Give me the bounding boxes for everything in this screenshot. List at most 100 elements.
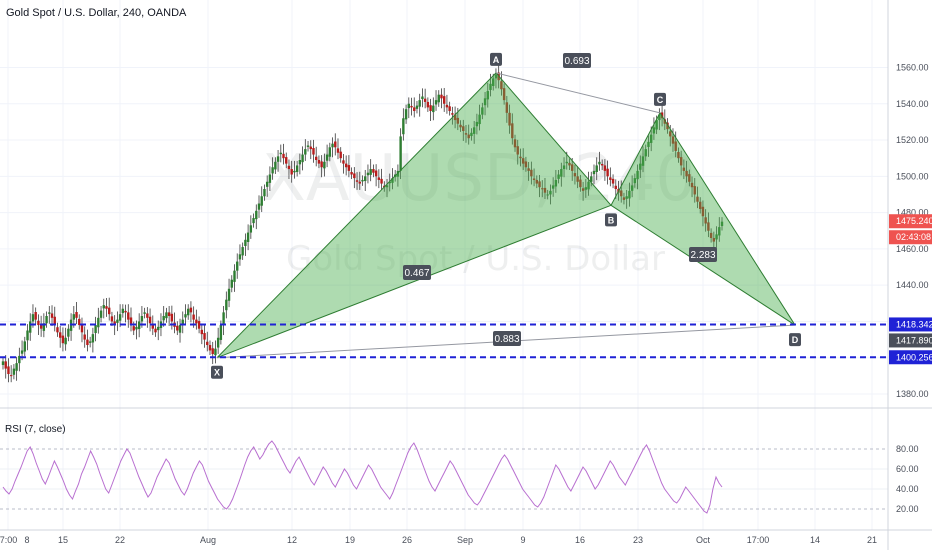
candle-body: [108, 307, 111, 315]
pattern-triangle-xab[interactable]: [216, 72, 612, 359]
candle-body: [385, 185, 389, 188]
candle-body: [304, 149, 307, 155]
candle-body: [718, 227, 721, 236]
y-tick-label: 1460.00: [896, 244, 929, 254]
candle-body: [137, 321, 141, 330]
candle-body: [135, 326, 138, 330]
candle-body: [64, 337, 67, 345]
candle-body: [39, 323, 43, 329]
y-tick-label: 1480.00: [896, 208, 929, 218]
pattern-line-ac[interactable]: [495, 72, 661, 114]
horizontal-levels[interactable]: [0, 323, 888, 359]
candle-body: [249, 225, 253, 233]
ratio-bg: [403, 265, 431, 280]
candle-body: [652, 127, 656, 134]
candle-body: [443, 96, 446, 104]
candle-body: [290, 169, 293, 175]
candle-body: [396, 170, 400, 177]
harmonic-pattern[interactable]: X A B C D 0.693 0.467 2.283 0.883: [211, 52, 801, 379]
candle-body: [31, 314, 35, 322]
candle-body: [388, 181, 391, 184]
candle-body: [628, 190, 631, 199]
candle-body: [658, 114, 661, 121]
candle-body: [421, 96, 424, 100]
candle-body: [609, 177, 612, 180]
candle-body: [669, 131, 672, 137]
point-label-bg: [211, 365, 223, 379]
candle-body: [546, 194, 549, 196]
candle-body: [339, 151, 342, 159]
candle-body: [15, 363, 18, 371]
ratio-bg: [493, 331, 521, 346]
candle-body: [274, 161, 277, 170]
candle-body: [26, 330, 29, 341]
candle-body: [208, 345, 212, 351]
candle-body: [91, 334, 95, 343]
rsi-tick-label: 80.00: [896, 444, 919, 454]
candle-body: [257, 203, 261, 210]
candle-body: [538, 181, 541, 188]
candle-body: [576, 176, 579, 182]
candle-body: [83, 334, 86, 340]
ratio-bg: [689, 247, 717, 262]
candle-body: [622, 197, 626, 200]
candle-body: [688, 174, 691, 182]
candle-body: [230, 279, 233, 288]
candle-body: [4, 361, 7, 369]
candle-body: [75, 312, 78, 318]
candle-body: [61, 335, 65, 344]
candle-body: [410, 105, 413, 108]
candle-body: [34, 312, 37, 320]
candle-body: [478, 114, 481, 125]
candle-body: [20, 350, 24, 354]
candle-body: [649, 134, 653, 143]
candle-body: [344, 163, 348, 168]
candle-body: [366, 172, 370, 176]
candle-body: [437, 94, 440, 103]
candle-body: [453, 114, 457, 121]
candle-body: [568, 162, 571, 166]
ratio-xd: 0.883: [494, 334, 519, 345]
candle-body: [219, 325, 223, 340]
watermark-description: Gold Spot / U.S. Dollar: [286, 239, 665, 279]
candle-body: [189, 307, 193, 313]
candle-body: [426, 101, 430, 108]
candle-body: [399, 136, 402, 171]
point-label-bg: [490, 52, 502, 66]
x-tick-label: 9: [520, 535, 525, 545]
candle-body: [644, 149, 647, 157]
candle-body: [489, 83, 492, 90]
candle-body: [157, 326, 160, 331]
candle-body: [285, 157, 288, 164]
ratio-ac: 0.693: [564, 56, 589, 67]
candle-body: [113, 321, 116, 326]
candle-body: [268, 174, 272, 183]
candle-body: [677, 152, 680, 159]
candle-body: [154, 328, 157, 333]
point-label-bg: [605, 213, 617, 227]
candle-body: [78, 318, 81, 326]
rsi-tick-label: 40.00: [896, 484, 919, 494]
candle-body: [260, 196, 263, 206]
point-label-d: D: [792, 335, 799, 345]
candle-body: [709, 232, 713, 238]
candle-body: [263, 189, 266, 197]
countdown-tag: 02:43:08: [896, 232, 931, 242]
candle-body: [320, 161, 323, 168]
candle-body: [516, 146, 519, 155]
candle-body: [293, 170, 296, 173]
candle-body: [407, 103, 410, 109]
candle-body: [42, 323, 46, 331]
candle-body: [595, 165, 598, 172]
candle-body: [355, 180, 359, 182]
candle-body: [565, 161, 568, 164]
candle-body: [170, 313, 174, 322]
candle-body: [151, 325, 154, 329]
candle-body: [211, 348, 214, 355]
rsi-line: [2, 440, 723, 514]
candle-body: [598, 161, 601, 165]
pattern-triangle-bcd[interactable]: [610, 111, 796, 326]
candle-body: [102, 305, 105, 309]
